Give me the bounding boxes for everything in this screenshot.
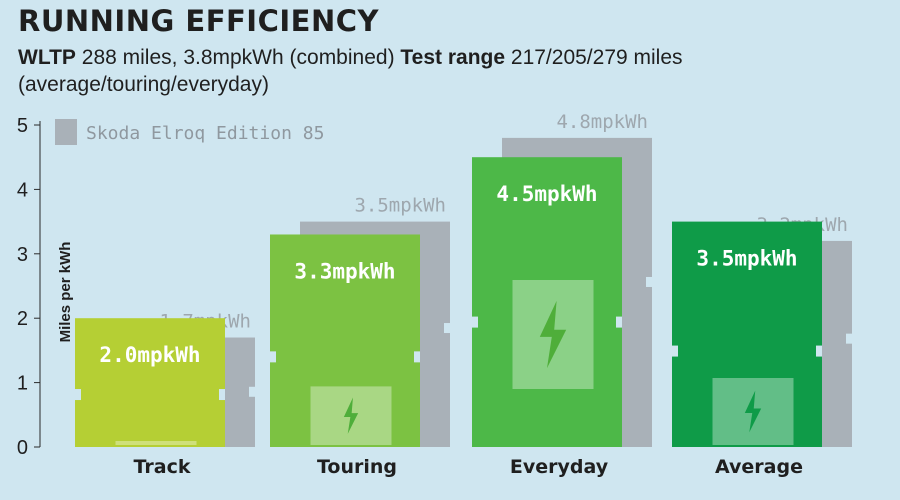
reference-bar-notch	[444, 323, 450, 334]
reference-value-label: 4.8mpkWh	[556, 111, 648, 133]
legend-label: Skoda Elroq Edition 85	[86, 123, 324, 144]
bar-notch-left	[75, 389, 81, 401]
bar-group-touring: 3.5mpkWh 3.3mpkWh	[270, 195, 450, 447]
bar-group-track: 1.7mpkWh2.0mpkWh	[75, 311, 255, 447]
bars: 1.7mpkWh2.0mpkWh 3.5mpkWh 3.3mpkWh 4.8mpkWh…	[75, 111, 852, 447]
value-label: 4.5mpkWh	[496, 182, 597, 206]
bar-notch-right	[219, 389, 225, 401]
value-label: 3.3mpkWh	[294, 259, 395, 283]
charge-panel	[115, 441, 197, 445]
bar-notch-right	[616, 316, 622, 328]
legend-swatch	[55, 119, 77, 145]
bar-notch-left	[472, 316, 478, 328]
value-label: 3.5mpkWh	[696, 247, 797, 271]
legend: Skoda Elroq Edition 85	[55, 119, 324, 145]
test-range-label: Test range	[400, 46, 506, 69]
category-label: Track	[134, 456, 191, 478]
reference-bar-notch	[249, 386, 255, 397]
y-axis-label: Miles per kWh	[57, 242, 74, 343]
category-label: Everyday	[510, 456, 609, 478]
value-bar	[270, 234, 420, 447]
reference-value-label: 3.5mpkWh	[354, 195, 446, 217]
value-label: 2.0mpkWh	[99, 343, 200, 367]
wltp-label: WLTP	[18, 46, 76, 69]
bar-group-average: 3.2mpkWh3.5mpkWh	[672, 214, 852, 447]
y-tick-label: 1	[17, 373, 28, 395]
bar-notch-right	[414, 351, 420, 363]
bar-notch-left	[672, 345, 678, 357]
chart-title: RUNNING EFFICIENCY	[18, 4, 380, 38]
category-labels: Track Touring Everyday Average	[134, 456, 803, 478]
reference-bar-notch	[846, 333, 852, 344]
lightning-bolt-icon	[539, 300, 567, 369]
y-tick-label: 4	[17, 179, 28, 201]
y-axis: 0 1 2 3 4 5	[17, 115, 41, 459]
bar-notch-left	[270, 351, 276, 363]
y-tick-label: 0	[17, 437, 28, 459]
value-bar	[75, 318, 225, 447]
category-label: Average	[715, 456, 803, 478]
reference-bar-notch	[646, 276, 652, 287]
bar-notch-right	[816, 345, 822, 357]
value-bar	[472, 157, 622, 447]
y-tick-label: 5	[17, 115, 28, 137]
category-label: Touring	[317, 456, 397, 478]
test-range-value: 217/205/279 miles (average/touring/every…	[18, 46, 683, 96]
chart-subtitle: WLTP 288 miles, 3.8mpkWh (combined) Test…	[18, 44, 878, 98]
y-tick-label: 2	[17, 308, 28, 330]
wltp-value: 288 miles, 3.8mpkWh (combined)	[75, 46, 401, 69]
y-tick-label: 3	[17, 244, 28, 266]
lightning-bolt-icon	[744, 390, 762, 433]
bar-group-everyday: 4.8mpkWh 4.5mpkWh	[472, 111, 652, 447]
lightning-bolt-icon	[343, 397, 359, 434]
